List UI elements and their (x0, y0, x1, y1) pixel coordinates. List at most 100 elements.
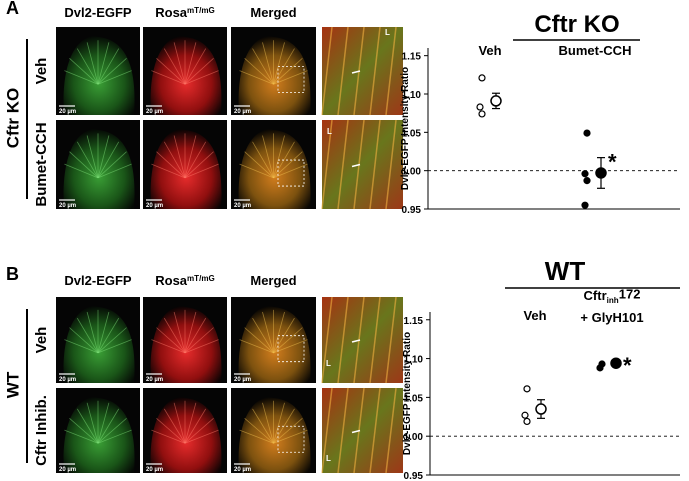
membrane (173, 42, 186, 85)
row-label: Veh (33, 58, 50, 85)
membrane (64, 70, 99, 85)
superscript: mT/mG (187, 6, 215, 15)
membrane (97, 429, 132, 444)
zoom-membrane (337, 119, 349, 210)
text-part: Merged (250, 5, 296, 20)
membrane (151, 339, 186, 354)
mean-point (535, 403, 547, 415)
membrane (273, 151, 303, 179)
zoom-membrane (369, 26, 381, 116)
membrane (262, 311, 274, 354)
membrane (273, 163, 308, 179)
membrane (86, 42, 99, 85)
scale-bar-label: 20 µm (234, 203, 251, 209)
membrane (86, 402, 99, 444)
chart-title: Cftr KO (534, 11, 619, 38)
membrane (184, 417, 214, 444)
membrane (184, 429, 219, 444)
membrane (239, 163, 274, 179)
membrane (64, 163, 99, 179)
membrane (163, 317, 186, 354)
zoom-box (277, 159, 305, 187)
membrane (97, 151, 127, 179)
membrane (69, 327, 99, 354)
category-label: Bumet-CCH (559, 43, 632, 58)
zoom-box (277, 335, 305, 363)
membrane (97, 70, 132, 85)
membrane (244, 58, 274, 85)
membrane (156, 417, 186, 444)
membrane (173, 402, 186, 444)
zoom-box (277, 66, 305, 93)
y-tick-label: 1.00 (404, 432, 424, 443)
membrane (184, 317, 207, 354)
data-point (596, 364, 604, 372)
data-point (581, 201, 589, 209)
row-label: Bumet-CCH (33, 122, 50, 206)
membrane (262, 135, 274, 178)
membrane (97, 417, 127, 444)
membrane (97, 42, 110, 85)
membrane (239, 339, 274, 354)
data-point (523, 417, 531, 426)
mean-point (610, 357, 622, 369)
zoom-membrane (369, 119, 381, 210)
membrane (273, 417, 303, 444)
column-header: Merged (250, 5, 296, 20)
lumen-label: L (326, 359, 331, 368)
zoom-membrane (385, 296, 397, 384)
membrane (173, 135, 186, 178)
membrane (184, 58, 214, 85)
y-tick-label: 1.15 (402, 52, 422, 63)
text-part: Rosa (155, 273, 188, 288)
membrane (252, 408, 274, 444)
membrane (184, 339, 219, 354)
mean-point (490, 95, 502, 107)
category-label: Veh (478, 43, 501, 58)
scale-bar-label: 20 µm (59, 109, 76, 115)
membrane (273, 70, 308, 85)
y-tick-label: 0.95 (402, 205, 422, 216)
text-part: Veh (478, 43, 501, 58)
y-tick-label: 1.00 (402, 167, 422, 178)
group-label: Cftr KO (3, 88, 22, 148)
data-point (521, 411, 529, 419)
y-tick-label: 1.05 (404, 393, 424, 404)
membrane (156, 327, 186, 354)
scale-bar-label: 20 µm (234, 109, 251, 115)
data-point (581, 170, 589, 178)
group-label: WT (3, 371, 22, 398)
lumen-label: L (327, 127, 332, 136)
membrane (163, 141, 186, 179)
row-label: Veh (33, 327, 50, 354)
scale-bar-label: 20 µm (59, 467, 76, 473)
membrane (273, 339, 308, 354)
zoom-membrane (337, 387, 349, 474)
membrane (97, 317, 120, 354)
membrane (97, 311, 110, 354)
membrane (184, 141, 207, 179)
membrane (184, 135, 197, 178)
text-part: Cftr (584, 288, 607, 303)
membrane (97, 402, 110, 444)
zoom-membrane (369, 296, 381, 384)
panel-label: B (6, 264, 19, 284)
column-header: Dvl2-EGFP (64, 5, 132, 20)
mean-point (595, 167, 607, 179)
data-point (476, 103, 484, 111)
arrow (351, 70, 361, 74)
scale-bar-label: 20 µm (234, 377, 251, 383)
category-label: Cftrinh​172 (584, 286, 641, 305)
text-part: 172 (619, 286, 641, 301)
text-part: + GlyH101 (580, 310, 643, 325)
arrow (351, 339, 361, 343)
y-tick-label: 0.95 (404, 471, 424, 481)
membrane (69, 151, 99, 179)
scale-bar-label: 20 µm (146, 109, 163, 115)
membrane (156, 58, 186, 85)
membrane (184, 408, 207, 444)
membrane (244, 327, 274, 354)
data-point (478, 110, 486, 118)
text-part: Veh (523, 308, 546, 323)
